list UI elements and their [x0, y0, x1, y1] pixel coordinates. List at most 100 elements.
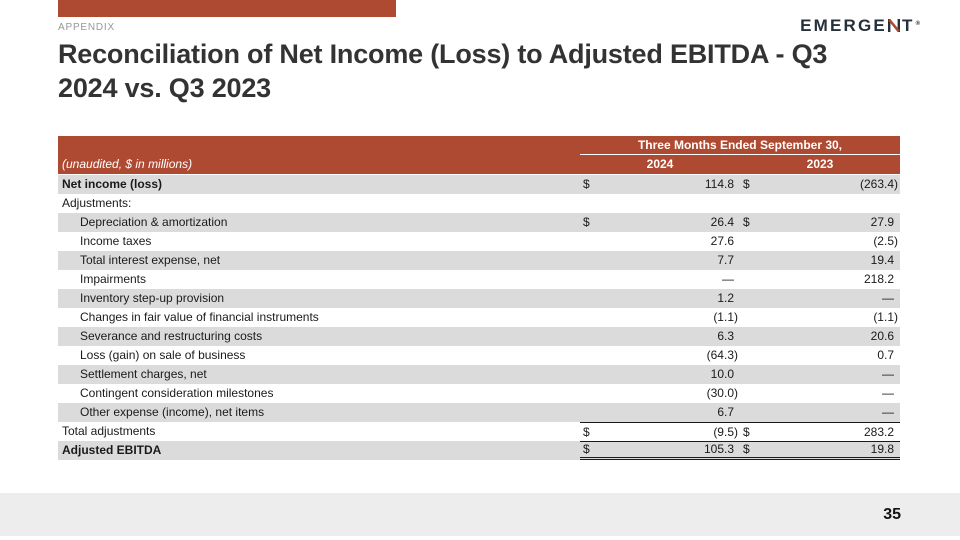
page-title: Reconciliation of Net Income (Loss) to A…	[58, 37, 938, 105]
logo-n-icon	[887, 19, 900, 32]
row-value: (30.0)	[706, 386, 738, 400]
value-cell-2024: 7.7	[580, 251, 740, 270]
row-value: 19.8	[870, 442, 894, 456]
dollar-sign: $	[583, 442, 590, 456]
value-cell-2023: $ 27.9	[740, 213, 900, 232]
row-label: Total interest expense, net	[80, 253, 221, 267]
value-cell-2024: $ 105.3	[580, 441, 740, 460]
value-cell-2023: —	[740, 403, 900, 422]
row-value: —	[882, 367, 894, 381]
row-value: 26.4	[710, 215, 734, 229]
row-label: Impairments	[80, 272, 147, 286]
row-label: Depreciation & amortization	[80, 215, 228, 229]
table-row: Adjusted EBITDA $ 105.3 $ 19.8	[58, 441, 900, 460]
row-label: Changes in fair value of financial instr…	[80, 310, 319, 324]
table-row: Other expense (income), net items 6.7 —	[58, 403, 900, 422]
row-value: (1.1)	[713, 310, 738, 324]
table-body: Net income (loss) $ 114.8 $ (263.4) Adju…	[58, 175, 900, 460]
period-header: Three Months Ended September 30,	[580, 136, 900, 155]
value-cell-2023: —	[740, 289, 900, 308]
row-label: Income taxes	[80, 234, 152, 248]
value-cell-2024: 1.2	[580, 289, 740, 308]
row-value: (263.4)	[859, 177, 898, 191]
row-label: Loss (gain) on sale of business	[80, 348, 246, 362]
dollar-sign: $	[583, 177, 590, 191]
table-row: Adjustments:	[58, 194, 900, 213]
dollar-sign: $	[583, 424, 590, 439]
value-cell-2024: $ 26.4	[580, 213, 740, 232]
dollar-sign: $	[583, 215, 590, 229]
value-cell-2023: (1.1)	[740, 308, 900, 327]
value-cell-2023: 218.2	[740, 270, 900, 289]
logo-text-left: EMERGE	[800, 16, 887, 35]
period-header-group: Three Months Ended September 30, 2024 20…	[580, 136, 900, 174]
row-value: 6.7	[717, 405, 734, 419]
table-row: Settlement charges, net 10.0 —	[58, 365, 900, 384]
table-row: Total adjustments $ (9.5) $ 283.2	[58, 422, 900, 441]
table-row: Loss (gain) on sale of business (64.3) 0…	[58, 346, 900, 365]
row-value: —	[722, 272, 734, 286]
dollar-sign: $	[743, 215, 750, 229]
appendix-kicker: APPENDIX	[58, 22, 115, 33]
value-cell-2024: (1.1)	[580, 308, 740, 327]
value-cell-2023: $ (263.4)	[740, 175, 900, 194]
row-value: 6.3	[717, 329, 734, 343]
table-row: Net income (loss) $ 114.8 $ (263.4)	[58, 175, 900, 194]
row-value: (64.3)	[706, 348, 738, 362]
table-row: Inventory step-up provision 1.2 —	[58, 289, 900, 308]
dollar-sign: $	[743, 442, 750, 456]
value-cell-2023: $ 283.2	[740, 422, 900, 441]
value-cell-2024: $ (9.5)	[580, 422, 740, 441]
value-cell-2024: 10.0	[580, 365, 740, 384]
value-cell-2023: 20.6	[740, 327, 900, 346]
value-cell-2024: (30.0)	[580, 384, 740, 403]
row-label: Settlement charges, net	[80, 367, 207, 381]
page-title-line-1: Reconciliation of Net Income (Loss) to A…	[58, 39, 828, 69]
row-label: Adjustments:	[62, 196, 132, 210]
row-value: 218.2	[863, 272, 894, 286]
row-value: 1.2	[717, 291, 734, 305]
value-cell-2024: 6.3	[580, 327, 740, 346]
top-accent-bar	[58, 0, 396, 17]
table-row: Income taxes 27.6 (2.5)	[58, 232, 900, 251]
row-value: (1.1)	[873, 310, 898, 324]
unaudited-note: (unaudited, $ in millions)	[62, 157, 193, 171]
column-header-2024: 2024	[646, 157, 674, 171]
dollar-sign: $	[743, 424, 750, 439]
value-cell-2024: (64.3)	[580, 346, 740, 365]
value-cell-2024	[580, 194, 740, 213]
row-value: (2.5)	[873, 234, 898, 248]
value-cell-2023: 19.4	[740, 251, 900, 270]
row-value: 10.0	[710, 367, 734, 381]
row-value: 27.9	[870, 215, 894, 229]
table-row: Changes in fair value of financial instr…	[58, 308, 900, 327]
table-row: Contingent consideration milestones (30.…	[58, 384, 900, 403]
row-value: 114.8	[704, 177, 734, 191]
value-cell-2024: 6.7	[580, 403, 740, 422]
row-value: 7.7	[717, 253, 734, 267]
value-cell-2024: 27.6	[580, 232, 740, 251]
table-row: Impairments — 218.2	[58, 270, 900, 289]
row-label: Other expense (income), net items	[80, 405, 265, 419]
value-cell-2023	[740, 194, 900, 213]
row-value: —	[882, 386, 894, 400]
row-value: 27.6	[710, 234, 734, 248]
table-header: (unaudited, $ in millions) Three Months …	[58, 136, 900, 174]
registered-trademark-icon: ®	[915, 21, 920, 27]
row-label: Contingent consideration milestones	[80, 386, 274, 400]
page-title-line-2: 2024 vs. Q3 2023	[58, 73, 271, 103]
row-value: 20.6	[870, 329, 894, 343]
value-cell-2024: —	[580, 270, 740, 289]
dollar-sign: $	[743, 177, 750, 191]
row-value: 0.7	[877, 348, 894, 362]
table-row: Severance and restructuring costs 6.3 20…	[58, 327, 900, 346]
row-label: Net income (loss)	[62, 177, 163, 191]
value-cell-2023: $ 19.8	[740, 441, 900, 460]
row-value: 105.3	[703, 442, 734, 456]
value-cell-2023: —	[740, 384, 900, 403]
footer-bar: 35	[0, 493, 960, 536]
row-value: —	[882, 291, 894, 305]
value-cell-2024: $ 114.8	[580, 175, 740, 194]
row-label: Adjusted EBITDA	[62, 443, 162, 457]
year-columns-row: 2024 2023	[580, 155, 900, 174]
